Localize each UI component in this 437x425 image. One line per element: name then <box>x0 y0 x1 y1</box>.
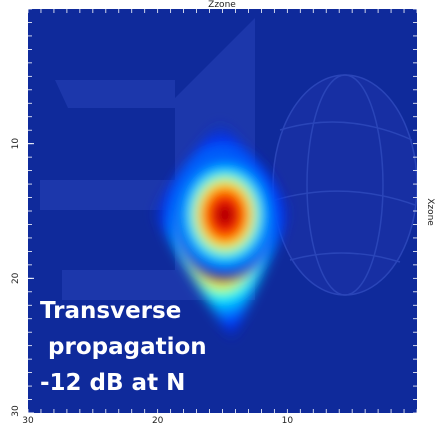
bottom-axis-ticks: 30 20 10 <box>22 416 293 425</box>
chart-title: Zzone <box>208 0 236 10</box>
minor-ticks <box>27 8 418 414</box>
y-tick-label: 20 <box>11 272 21 284</box>
y-tick-label: 30 <box>11 405 21 417</box>
x-tick-label: 10 <box>282 416 294 425</box>
heat-hotspot <box>152 118 292 340</box>
annotation-text-block: Transverse propagation -12 dB at N <box>40 298 207 396</box>
annotation-line-3: -12 dB at N <box>40 370 185 396</box>
right-axis-label: Xzone <box>425 198 435 226</box>
annotation-line-2: propagation <box>40 334 207 360</box>
annotation-line-1: Transverse <box>40 298 181 324</box>
y-tick-label: 10 <box>11 138 21 150</box>
x-tick-label: 20 <box>152 416 164 425</box>
globe-outline <box>272 74 417 296</box>
x-tick-label: 30 <box>22 416 34 425</box>
